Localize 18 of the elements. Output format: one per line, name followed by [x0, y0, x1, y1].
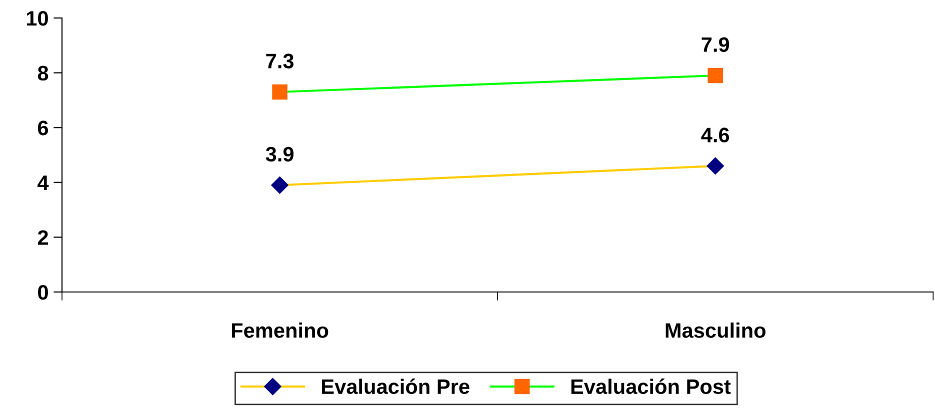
point [708, 68, 723, 84]
data-label: 7.3 [266, 54, 294, 68]
point [706, 157, 724, 175]
data-label: 7.9 [702, 37, 730, 52]
legend-label: Evaluación Pre [322, 378, 470, 394]
x-tick-label: Femenino [232, 322, 328, 338]
point [272, 84, 288, 100]
legend-label: Evaluación Post [571, 378, 731, 394]
x-tick-label: Masculino [666, 322, 766, 338]
data-label: 3.9 [266, 146, 294, 162]
y-tick-label: 2 [38, 230, 48, 245]
y-tick-label: 10 [26, 11, 48, 26]
y-tick-label: 8 [38, 66, 48, 81]
point [271, 176, 288, 194]
y-tick-label: 6 [38, 120, 48, 136]
y-tick-label: 0 [38, 285, 48, 300]
y-tick-label: 4 [38, 176, 49, 190]
data-label: 4.6 [701, 128, 730, 142]
